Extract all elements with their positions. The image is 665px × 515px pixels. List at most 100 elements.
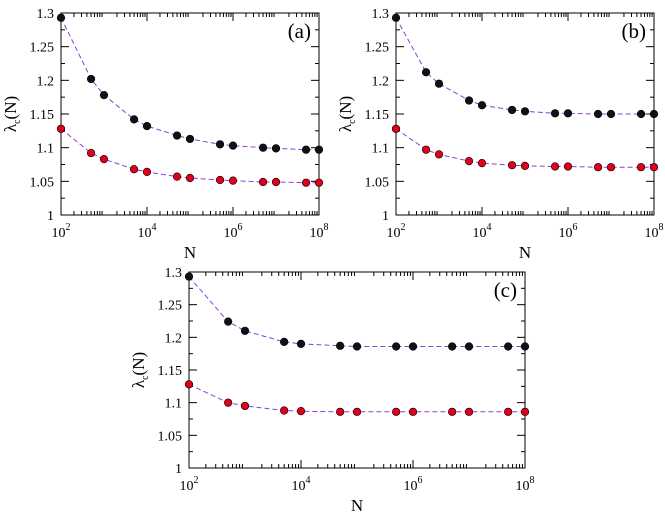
y-tick-label: 1.1 (37, 142, 55, 157)
plot-frame (60, 12, 320, 216)
data-point-lower (172, 172, 182, 181)
x-axis-title: N (351, 496, 363, 515)
data-point-upper (421, 68, 431, 77)
panel-label: (b) (622, 19, 647, 43)
x-tick-label: 108 (645, 222, 664, 241)
data-point-lower (314, 178, 324, 187)
data-point-upper (392, 342, 401, 351)
data-point-lower (271, 177, 281, 187)
data-point-lower (301, 178, 311, 187)
data-point-lower (550, 162, 560, 171)
data-point-upper (129, 115, 139, 124)
y-tick-label: 1 (382, 209, 389, 224)
data-point-upper (434, 79, 444, 88)
data-point-lower (228, 176, 238, 185)
series-line-lower (188, 383, 525, 413)
data-point-upper (185, 134, 195, 144)
x-axis-title: N (184, 243, 196, 262)
x-tick-label: 104 (292, 475, 311, 494)
series-line-upper (60, 17, 319, 151)
data-point-lower (392, 407, 401, 416)
panel-label: (c) (494, 278, 517, 302)
data-point-lower (563, 162, 573, 171)
data-point-lower (520, 407, 530, 416)
y-tick-label: 1.15 (30, 108, 55, 123)
y-tick-label: 1.2 (165, 331, 183, 346)
data-point-lower (636, 163, 646, 172)
data-point-lower (507, 161, 517, 170)
data-point-upper (391, 13, 401, 22)
y-axis-title: λc(N) (1, 96, 23, 132)
data-point-upper (464, 342, 474, 351)
data-point-lower (391, 124, 401, 133)
data-point-upper (606, 109, 616, 119)
data-point-lower (477, 159, 487, 168)
data-point-lower (464, 407, 474, 416)
y-tick-label: 1.05 (365, 175, 390, 190)
data-point-lower (593, 163, 603, 172)
y-tick-label: 1.2 (372, 74, 390, 89)
y-axis-title: λc(N) (129, 352, 151, 388)
data-point-upper (99, 91, 109, 100)
x-tick-label: 106 (224, 222, 243, 241)
y-tick-label: 1.1 (372, 142, 390, 157)
y-tick-label: 1.25 (158, 299, 183, 314)
plot-frame (188, 271, 526, 469)
data-point-upper (593, 109, 603, 119)
data-point-upper (649, 109, 659, 119)
data-point-upper (336, 341, 345, 350)
x-tick-label: 108 (516, 475, 535, 494)
x-tick-label: 104 (138, 222, 157, 241)
data-point-lower (56, 124, 66, 133)
data-point-upper (520, 342, 530, 351)
data-point-upper (142, 122, 152, 131)
data-point-lower (142, 167, 152, 177)
y-tick-label: 1 (47, 209, 54, 224)
y-axis-title: λc(N) (336, 96, 358, 132)
x-tick-label: 106 (404, 475, 423, 494)
data-point-upper (520, 107, 530, 116)
x-tick-label: 102 (387, 222, 406, 241)
series-line-lower (395, 128, 654, 168)
data-point-upper (86, 74, 96, 84)
data-point-upper (184, 272, 194, 281)
data-point-lower (434, 150, 444, 159)
data-point-upper (314, 145, 324, 154)
x-axis-title: N (519, 243, 531, 262)
y-tick-label: 1.05 (30, 175, 55, 190)
data-point-lower (408, 407, 418, 416)
x-tick-label: 102 (180, 475, 199, 494)
data-point-upper (224, 317, 233, 326)
data-point-upper (296, 339, 306, 348)
y-tick-label: 1.05 (158, 429, 183, 444)
x-tick-label: 106 (559, 222, 578, 241)
data-point-lower (464, 157, 474, 166)
y-tick-label: 1.25 (30, 41, 55, 56)
y-tick-label: 1.25 (365, 41, 390, 56)
chart-panel-c: 102 104 106 108 1 1.05 1.1 1.15 1.2 1.25 1.3 Nλc(N)… (129, 266, 535, 515)
data-point-upper (280, 337, 289, 347)
data-point-lower (240, 401, 250, 411)
y-tick-label: 1 (175, 462, 182, 477)
x-tick-label: 104 (473, 222, 492, 241)
data-point-upper (56, 13, 66, 22)
data-point-upper (240, 326, 250, 335)
y-tick-label: 1.3 (165, 266, 183, 281)
y-tick-label: 1.3 (372, 7, 390, 22)
data-point-upper (464, 96, 474, 105)
data-point-lower (606, 163, 616, 172)
data-point-upper (448, 342, 457, 351)
data-point-upper (504, 342, 513, 351)
data-point-upper (258, 143, 268, 152)
data-point-lower (99, 155, 109, 164)
data-point-upper (172, 131, 182, 140)
chart-panel-b: 102 104 106 108 1 1.05 1.1 1.15 1.2 1.25 1.3 Nλc(N)… (336, 7, 664, 262)
data-point-lower (185, 173, 195, 183)
data-point-lower (215, 175, 225, 185)
data-point-lower (504, 407, 513, 416)
data-point-upper (507, 105, 517, 115)
y-tick-label: 1.3 (37, 7, 55, 22)
data-point-lower (352, 407, 362, 416)
data-point-upper (563, 109, 573, 118)
data-point-lower (448, 407, 457, 416)
